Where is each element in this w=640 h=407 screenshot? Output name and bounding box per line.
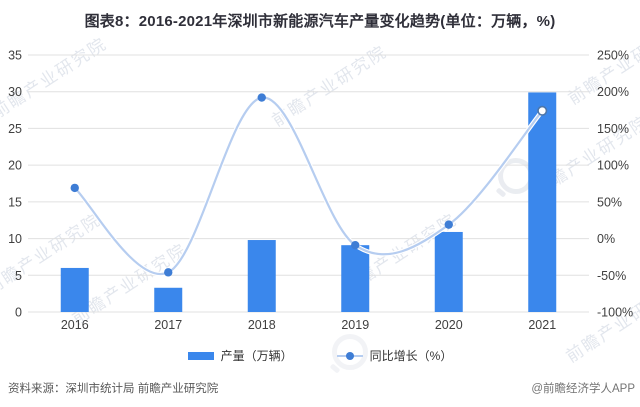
growth-point-2017 bbox=[164, 268, 173, 277]
x-axis-label: 2020 bbox=[435, 318, 463, 332]
bar-2021 bbox=[528, 92, 557, 312]
left-axis-tick: 0 bbox=[15, 306, 22, 320]
growth-point-2018 bbox=[257, 93, 266, 102]
right-axis-tick: 50% bbox=[597, 195, 622, 209]
chart-title: 图表8：2016-2021年深圳市新能源汽车产量变化趋势(单位：万辆，%) bbox=[84, 13, 556, 30]
legend-line-dot-icon bbox=[345, 351, 354, 360]
left-axis-tick: 15 bbox=[8, 195, 22, 209]
bar-2020 bbox=[434, 231, 463, 312]
right-axis-tick: 200% bbox=[597, 85, 629, 99]
legend-item-growth: 同比增长（%） bbox=[336, 347, 453, 364]
legend-item-production: 产量（万辆） bbox=[187, 347, 293, 364]
growth-point-2016 bbox=[70, 183, 79, 193]
left-axis-tick: 10 bbox=[8, 232, 22, 246]
growth-point-2019 bbox=[351, 240, 360, 250]
x-axis-label: 2021 bbox=[528, 318, 556, 332]
right-axis-tick: 150% bbox=[597, 122, 629, 136]
left-axis-tick: 30 bbox=[8, 85, 22, 99]
left-axis-tick: 25 bbox=[8, 122, 22, 136]
legend: 产量（万辆） 同比增长（%） bbox=[0, 347, 640, 364]
bar-2019 bbox=[341, 245, 370, 312]
right-axis-tick: -100% bbox=[597, 306, 633, 320]
left-axis-tick: 5 bbox=[15, 269, 22, 283]
source-note: 资料来源：深圳市统计局 前瞻产业研究院 bbox=[8, 383, 219, 395]
growth-line bbox=[73, 96, 544, 276]
right-axis-tick: 100% bbox=[597, 159, 629, 173]
left-axis-tick: 35 bbox=[8, 49, 22, 63]
growth-point-2021 bbox=[537, 105, 548, 116]
app-credit: @前瞻经济学人APP bbox=[531, 383, 635, 395]
right-axis-tick: -50% bbox=[597, 269, 626, 283]
growth-line-casing bbox=[73, 95, 545, 277]
bar-2017 bbox=[154, 287, 183, 312]
left-axis-tick: 20 bbox=[8, 159, 22, 173]
chart-canvas: 35 250%30 200%25 150%20 100%15 50%10 0%5 -50%0-… bbox=[8, 49, 633, 333]
right-axis-tick: 250% bbox=[597, 49, 629, 63]
legend-production-label: 产量（万辆） bbox=[220, 349, 293, 363]
footer: 资料来源：深圳市统计局 前瞻产业研究院 @前瞻经济学人APP bbox=[8, 380, 635, 396]
legend-bar-swatch-icon bbox=[187, 351, 214, 360]
right-axis-tick: 0% bbox=[597, 232, 615, 246]
bar-2018 bbox=[247, 240, 276, 312]
x-axis-label: 2019 bbox=[341, 318, 369, 332]
x-axis-label: 2018 bbox=[248, 318, 276, 332]
x-axis-label: 2017 bbox=[154, 318, 182, 332]
x-axis-label: 2016 bbox=[61, 318, 89, 332]
legend-growth-label: 同比增长（%） bbox=[369, 349, 453, 363]
bar-2016 bbox=[60, 267, 89, 312]
growth-point-2020 bbox=[444, 220, 453, 229]
legend-line-swatch-icon bbox=[336, 351, 363, 360]
